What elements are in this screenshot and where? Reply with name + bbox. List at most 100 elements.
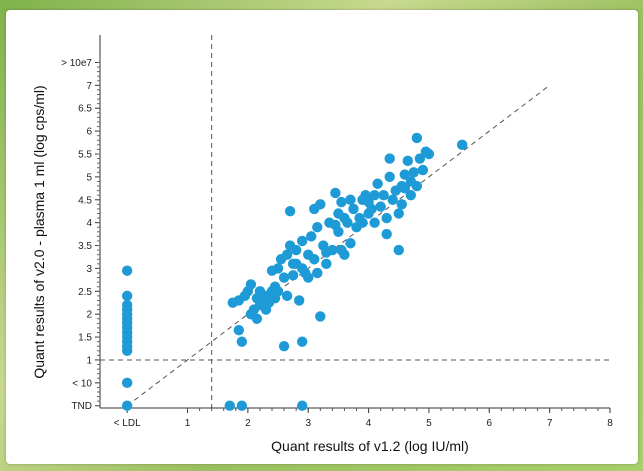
y-tick-label: 7 bbox=[86, 81, 92, 92]
x-tick-label: 1 bbox=[185, 418, 191, 429]
data-point bbox=[393, 208, 404, 219]
x-tick-label: 3 bbox=[305, 418, 311, 429]
data-point bbox=[366, 203, 377, 215]
data-point bbox=[369, 189, 380, 201]
y-tick-label: 1.5 bbox=[78, 333, 92, 344]
data-point bbox=[284, 206, 296, 217]
y-axis-title: Quant results of v2.0 - plasma 1 ml (log… bbox=[31, 85, 47, 378]
y-tick-label: 3 bbox=[86, 264, 92, 275]
data-point bbox=[375, 201, 386, 212]
data-point bbox=[281, 290, 293, 302]
data-point bbox=[290, 244, 302, 256]
y-tick-label: < 10 bbox=[72, 378, 92, 389]
data-point bbox=[402, 155, 414, 167]
data-point bbox=[345, 238, 356, 249]
data-point bbox=[293, 295, 305, 306]
data-point bbox=[414, 153, 426, 164]
x-tick-label: 7 bbox=[547, 418, 553, 429]
data-point bbox=[339, 249, 350, 260]
data-point bbox=[272, 263, 284, 274]
y-tick-label: 6.5 bbox=[78, 104, 92, 115]
y-tick-label: 5.5 bbox=[78, 149, 92, 160]
data-point bbox=[399, 183, 410, 194]
data-point bbox=[121, 265, 133, 276]
data-point bbox=[236, 400, 248, 411]
data-point bbox=[336, 196, 347, 208]
data-point bbox=[281, 249, 293, 260]
x-tick-label: 6 bbox=[487, 418, 493, 429]
y-tick-label: 2.5 bbox=[78, 287, 92, 298]
data-point bbox=[378, 189, 389, 201]
data-point bbox=[312, 267, 323, 279]
identity-reference-line bbox=[126, 84, 550, 407]
y-tick-label: 5 bbox=[86, 172, 92, 183]
data-point bbox=[121, 377, 133, 389]
x-tick-label: 5 bbox=[426, 418, 432, 429]
x-tick-label: 8 bbox=[607, 418, 613, 429]
data-point bbox=[233, 324, 245, 336]
data-point bbox=[387, 194, 398, 205]
data-point bbox=[121, 299, 133, 311]
y-tick-label: 6 bbox=[86, 127, 92, 138]
x-axis-ticks: < LDL 1 2 3 4 5 6 7 8 bbox=[114, 408, 613, 429]
data-point bbox=[417, 164, 429, 176]
data-point bbox=[384, 153, 395, 164]
data-point bbox=[411, 132, 423, 144]
data-point bbox=[327, 244, 338, 256]
data-point bbox=[296, 336, 308, 347]
data-point bbox=[411, 180, 423, 192]
y-tick-label: TND bbox=[71, 401, 92, 412]
data-point bbox=[303, 272, 314, 283]
data-point bbox=[296, 400, 308, 411]
y-tick-label: 4.5 bbox=[78, 195, 92, 206]
data-point bbox=[342, 217, 353, 228]
data-point bbox=[315, 311, 326, 322]
data-point bbox=[423, 148, 435, 160]
data-point bbox=[278, 272, 290, 283]
y-axis-ticks: TND < 10 1 1.5 2 2.5 3 3.5 4 4.5 5 5.5 6 6.5 7 > 10e7 bbox=[61, 58, 100, 412]
data-point bbox=[245, 279, 257, 290]
data-point bbox=[393, 244, 404, 256]
y-tick-label: > 10e7 bbox=[61, 58, 92, 69]
data-point bbox=[121, 290, 133, 302]
data-point bbox=[251, 313, 263, 324]
data-point bbox=[408, 167, 420, 178]
data-point bbox=[278, 341, 290, 352]
x-tick-label: < LDL bbox=[114, 418, 141, 429]
data-point bbox=[236, 336, 248, 347]
data-point bbox=[121, 400, 133, 411]
y-tick-label: 3.5 bbox=[78, 241, 92, 252]
y-tick-label: 4 bbox=[86, 218, 92, 229]
data-point bbox=[345, 194, 356, 205]
data-point bbox=[396, 199, 407, 210]
data-point bbox=[456, 139, 468, 151]
data-point bbox=[384, 171, 395, 183]
data-point bbox=[348, 203, 359, 215]
reference-lines bbox=[100, 35, 610, 408]
y-tick-label: 2 bbox=[86, 310, 92, 321]
chart-frame bbox=[6, 10, 638, 464]
data-point bbox=[309, 254, 320, 265]
data-point bbox=[381, 212, 392, 224]
y-tick-label: 1 bbox=[86, 355, 92, 366]
x-axis-title: Quant results of v1.2 (log IU/ml) bbox=[271, 438, 469, 454]
data-point bbox=[306, 231, 317, 242]
data-point bbox=[315, 199, 326, 210]
x-tick-label: 2 bbox=[245, 418, 251, 429]
x-tick-label: 4 bbox=[366, 418, 372, 429]
data-point bbox=[330, 187, 341, 199]
data-points bbox=[121, 132, 468, 411]
axes bbox=[99, 35, 610, 409]
data-point bbox=[272, 286, 284, 297]
data-point bbox=[399, 169, 410, 180]
data-point bbox=[296, 235, 308, 247]
data-point bbox=[381, 228, 392, 240]
data-point bbox=[321, 258, 332, 270]
data-point bbox=[372, 178, 383, 189]
data-point bbox=[224, 400, 235, 411]
data-point bbox=[287, 270, 299, 281]
data-point bbox=[312, 222, 323, 233]
data-point bbox=[369, 217, 380, 228]
data-point bbox=[405, 189, 417, 201]
